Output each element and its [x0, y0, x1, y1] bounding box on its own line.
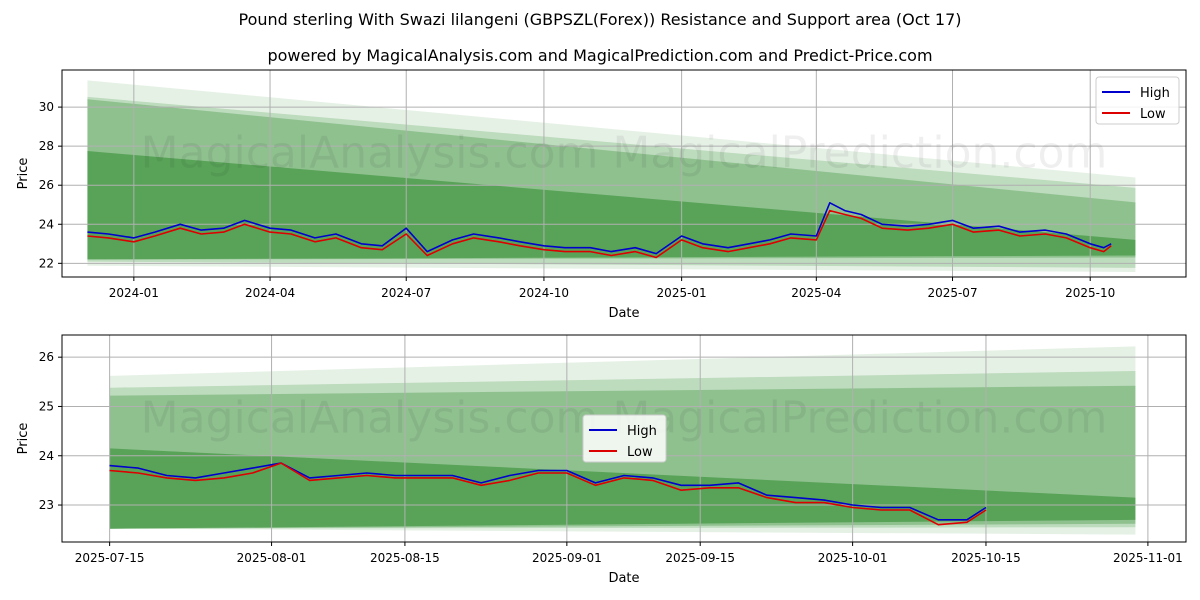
x-tick-label: 2025-01	[657, 286, 707, 300]
legend-label-high: High	[1140, 86, 1170, 101]
y-tick-label: 28	[39, 139, 54, 153]
chart-title: Pound sterling With Swazi lilangeni (GBP…	[238, 10, 962, 29]
x-tick-label: 2025-08-01	[237, 551, 307, 565]
y-tick-label: 30	[39, 100, 54, 114]
series-line-high	[109, 462, 987, 521]
band-layer-4	[109, 448, 1136, 529]
x-tick-label: 2025-10-15	[951, 551, 1021, 565]
plot-frame	[61, 334, 1187, 543]
x-tick-label: 2025-11-01	[1113, 551, 1183, 565]
plot-frame	[61, 69, 1187, 278]
legend: High Low	[582, 414, 667, 463]
x-tick-label: 2024-10	[519, 286, 569, 300]
series-group	[87, 202, 1112, 259]
x-tick-label: 2025-10-01	[818, 551, 888, 565]
x-tick-label: 2025-07	[927, 286, 977, 300]
x-tick-label: 2025-08-15	[370, 551, 440, 565]
legend-label-low: Low	[1140, 107, 1166, 122]
y-axis-label: Price	[16, 158, 31, 190]
x-tick-label: 2025-09-01	[532, 551, 602, 565]
band-layer-4	[87, 151, 1136, 260]
y-tick-label: 24	[39, 449, 54, 463]
x-tick-label: 2025-07-15	[75, 551, 145, 565]
x-tick-label: 2024-01	[109, 286, 159, 300]
legend-label-high: High	[627, 424, 657, 439]
x-axis-label: Date	[608, 571, 639, 586]
series-line-high	[87, 202, 1112, 255]
x-tick-label: 2025-10	[1065, 286, 1115, 300]
watermark-text: MagicalAnalysis.com MagicalPrediction.co…	[141, 127, 1108, 178]
y-axis-label: Price	[16, 423, 31, 455]
y-tick-label: 26	[39, 178, 54, 192]
x-tick-label: 2025-09-15	[665, 551, 735, 565]
series-group	[109, 462, 987, 526]
x-tick-label: 2025-04	[791, 286, 841, 300]
legend-label-low: Low	[627, 445, 653, 460]
series-line-low	[87, 209, 1112, 259]
y-tick-label: 23	[39, 498, 54, 512]
x-axis-label: Date	[608, 306, 639, 321]
series-line-low	[109, 462, 987, 526]
legend: High Low	[1095, 76, 1180, 125]
x-tick-label: 2024-07	[381, 286, 431, 300]
chart-panel-2: 2025-07-15 2025-08-01 2025-08-15 2025-09-01…	[16, 334, 1187, 586]
y-tick-label: 22	[39, 256, 54, 270]
y-tick-label: 26	[39, 350, 54, 364]
chart-panel-1: 2024-01 2024-04 2024-07 2024-10 2025-01 2025-…	[16, 69, 1187, 321]
y-tick-label: 24	[39, 217, 54, 231]
chart-subtitle: powered by MagicalAnalysis.com and Magic…	[267, 46, 933, 65]
y-tick-label: 25	[39, 399, 54, 413]
x-tick-label: 2024-04	[245, 286, 295, 300]
